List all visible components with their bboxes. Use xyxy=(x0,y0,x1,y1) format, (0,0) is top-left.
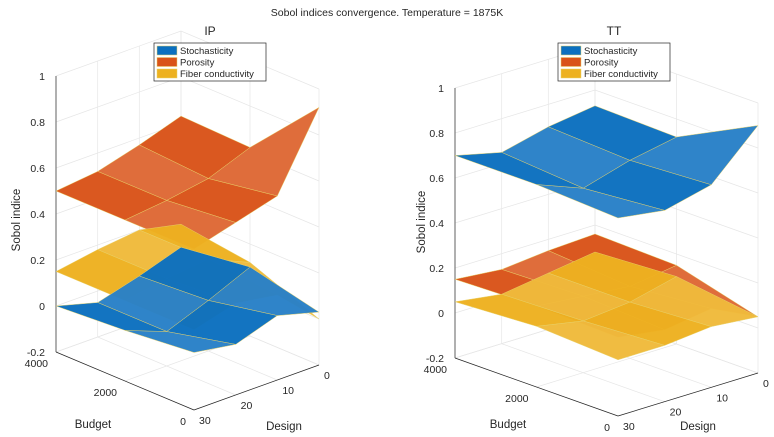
surface-patch xyxy=(55,302,167,332)
x-tick-label: 0 xyxy=(763,378,769,390)
budget-axis-line xyxy=(55,351,195,411)
surface-patch xyxy=(454,293,584,327)
y-tick-label: 2000 xyxy=(94,387,118,399)
z-tick-label: 0.6 xyxy=(30,163,45,175)
x-tick-label: 20 xyxy=(241,400,253,412)
z-tick-label: 1 xyxy=(39,71,45,83)
legend-swatch xyxy=(560,45,582,56)
z-tick-label: 0.2 xyxy=(429,263,444,275)
x-axis-label: Design xyxy=(266,421,302,433)
budget-axis-line xyxy=(454,357,619,417)
y-axis-label: Budget xyxy=(75,419,112,431)
surface-patch xyxy=(55,171,167,221)
surface-stochasticity xyxy=(55,246,320,353)
legend-swatch xyxy=(156,57,178,67)
z-tick-label: 0 xyxy=(438,308,444,320)
z-tick-label: 0.4 xyxy=(30,209,45,221)
x-axis-label: Design xyxy=(680,421,716,433)
surface-stochasticity xyxy=(454,105,759,219)
legend-entry: Porosity xyxy=(180,58,215,69)
surface-fiber-conductivity xyxy=(454,251,759,361)
legend-entry: Fiber conductivity xyxy=(584,69,658,80)
z-tick-label: 1 xyxy=(438,83,444,95)
legend-entry: Fiber conductivity xyxy=(180,69,254,80)
surface-porosity xyxy=(55,107,320,250)
legend-swatch xyxy=(156,45,178,56)
legend-entry: Stochasticity xyxy=(584,46,638,57)
z-tick-label: 0.2 xyxy=(30,255,45,267)
x-tick-label: 30 xyxy=(199,415,211,427)
surface-patch xyxy=(454,152,584,189)
x-tick-label: 10 xyxy=(716,392,728,404)
z-tick-label: -0.2 xyxy=(426,353,444,365)
legend-entry: Stochasticity xyxy=(180,46,234,57)
z-tick-label: -0.2 xyxy=(27,347,45,359)
z-tick-label: 0.8 xyxy=(30,117,45,129)
z-axis-label: Sobol indice xyxy=(11,189,23,252)
y-tick-label: 4000 xyxy=(424,364,448,376)
figure-title: Sobol indices convergence. Temperature =… xyxy=(271,7,503,19)
z-axis-label: Sobol indice xyxy=(416,191,428,254)
design-axis-line xyxy=(617,372,759,417)
z-tick-label: 0.6 xyxy=(429,173,444,185)
x-tick-label: 10 xyxy=(282,385,294,397)
y-tick-label: 2000 xyxy=(505,393,529,405)
legend-entry: Porosity xyxy=(584,58,619,69)
axes-title: IP xyxy=(204,24,215,38)
x-tick-label: 30 xyxy=(623,421,635,433)
axes-title: TT xyxy=(607,24,622,38)
z-tick-label: 0.8 xyxy=(429,128,444,140)
y-tick-label: 0 xyxy=(604,422,610,434)
y-tick-label: 0 xyxy=(180,416,186,428)
design-axis-line xyxy=(193,364,320,411)
x-tick-label: 20 xyxy=(670,407,682,419)
legend-swatch xyxy=(156,68,178,79)
z-tick-label: 0 xyxy=(39,301,45,313)
y-axis-label: Budget xyxy=(490,419,527,431)
legend-swatch xyxy=(560,68,582,79)
z-tick-label: 0.4 xyxy=(429,218,444,230)
legend-swatch xyxy=(560,57,582,67)
y-tick-label: 4000 xyxy=(25,358,49,370)
x-tick-label: 0 xyxy=(324,370,330,382)
